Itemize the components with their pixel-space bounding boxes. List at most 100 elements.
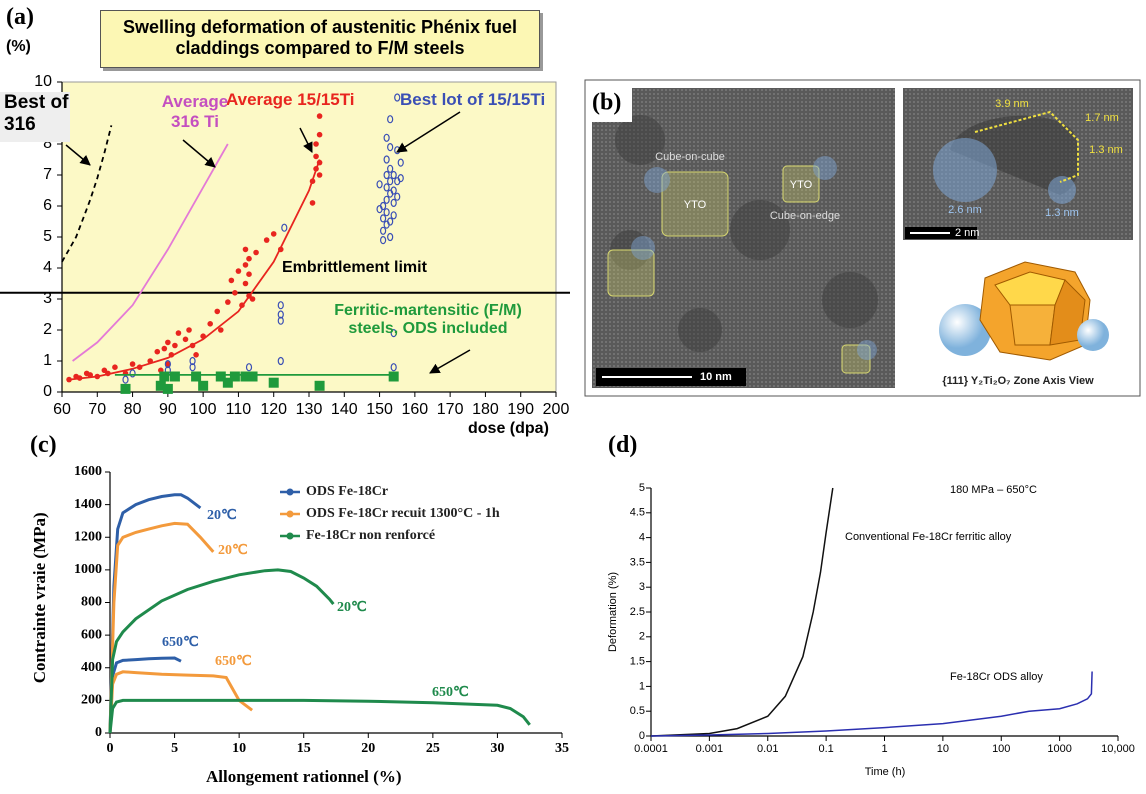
y-tick-label: 4.5 — [630, 507, 645, 519]
series-line — [108, 698, 531, 734]
marker — [87, 372, 94, 378]
marker — [314, 380, 325, 391]
scale-bar-label: 2 nm — [955, 227, 979, 239]
dimension-label: 2.6 nm — [948, 204, 982, 216]
marker — [242, 262, 249, 268]
marker — [383, 195, 390, 204]
marker — [66, 376, 72, 383]
marker — [189, 342, 196, 349]
marker — [169, 371, 180, 382]
y-tick-label: 800 — [81, 595, 102, 610]
series-label: Ferritic-martensitic (F/M) steels, ODS i… — [334, 302, 522, 338]
marker — [214, 308, 221, 315]
dimension-label: 1.3 nm — [1045, 207, 1079, 219]
marker — [390, 363, 397, 372]
marker — [232, 290, 238, 296]
marker — [129, 369, 136, 378]
x-tick-label: 10,000 — [1101, 743, 1135, 755]
marker — [383, 133, 390, 142]
y-tick-label: 10 — [34, 73, 52, 90]
y-tick-label: 1600 — [74, 464, 102, 479]
reference-label: Embrittlement limit — [282, 259, 427, 276]
marker — [239, 302, 245, 309]
marker — [155, 380, 166, 391]
marker — [191, 371, 202, 382]
x-tick-label: 160 — [402, 401, 429, 418]
y-tick-label: 0.5 — [630, 705, 645, 717]
chart-title: 180 MPa – 650°C — [950, 484, 1037, 496]
arrows — [65, 111, 471, 374]
y-tick-label: 2.5 — [630, 606, 645, 618]
x-tick-label: 110 — [226, 401, 252, 418]
y-tick-label: 0 — [43, 383, 52, 400]
curve-label: 20℃ — [207, 508, 237, 523]
marker — [281, 223, 288, 232]
x-tick-label: 90 — [159, 401, 177, 418]
y-tick-label: 0 — [95, 725, 102, 740]
marker — [222, 377, 233, 388]
x-tick-label: 100 — [190, 401, 217, 418]
marker — [394, 192, 401, 201]
marker — [189, 363, 196, 372]
marker — [249, 296, 256, 302]
marker — [164, 360, 171, 369]
marker — [242, 246, 249, 253]
y-tick-label: 600 — [81, 627, 102, 642]
marker — [105, 370, 111, 377]
y-tick-label: 1 — [639, 680, 645, 692]
y-tick-label: 1000 — [74, 562, 102, 577]
panel-label: (c) — [30, 432, 57, 458]
y-tick-label: 3.5 — [630, 556, 645, 568]
x-tick-label: 130 — [296, 401, 323, 418]
x-tick-label: 120 — [260, 401, 287, 418]
y-tick-label: 3 — [639, 581, 645, 593]
marker — [268, 377, 279, 388]
y-axis-label: (%) — [6, 38, 31, 55]
y-axis-label: Contrainte vraie (MPa) — [30, 512, 50, 684]
x-tick-label: 0.001 — [696, 743, 724, 755]
image-label: YTO — [790, 179, 813, 191]
x-tick-label: 0 — [107, 741, 114, 756]
x-tick-label: 200 — [543, 401, 570, 418]
marker — [388, 371, 399, 382]
marker — [136, 364, 143, 371]
y-tick-label: 7 — [43, 166, 52, 183]
image-label: Cube-on-cube — [655, 151, 725, 163]
marker — [245, 363, 253, 372]
marker — [277, 310, 284, 319]
marker — [154, 348, 161, 355]
x-tick-label: 100 — [992, 743, 1010, 755]
marker — [309, 200, 316, 206]
marker — [175, 330, 182, 336]
marker — [168, 352, 175, 358]
marker — [390, 198, 397, 207]
panel-label: (a) — [6, 4, 34, 30]
marker — [122, 375, 129, 384]
x-tick-label: 10 — [232, 741, 246, 756]
y-tick-label: 4 — [43, 259, 52, 276]
legend-label: ODS Fe-18Cr recuit 1300°C - 1h — [306, 506, 500, 521]
y-tick-label: 400 — [81, 660, 102, 675]
y-tick-label: 1.5 — [630, 656, 645, 668]
marker — [246, 255, 252, 262]
marker — [380, 214, 387, 223]
curve-label: 650℃ — [432, 685, 469, 700]
marker — [186, 327, 192, 333]
legend-label: ODS Fe-18Cr — [306, 484, 388, 499]
marker — [277, 301, 284, 310]
marker — [225, 299, 231, 305]
x-tick-label: 0.1 — [818, 743, 833, 755]
y-tick-label: 200 — [81, 693, 102, 708]
marker — [313, 153, 319, 160]
x-tick-label: 80 — [124, 401, 142, 418]
x-tick-label: 10 — [937, 743, 949, 755]
curve-label: 20℃ — [218, 543, 248, 558]
marker — [394, 93, 401, 102]
curve-label: 650℃ — [215, 654, 252, 669]
y-tick-label: 1400 — [74, 497, 102, 512]
marker — [316, 113, 323, 119]
marker — [380, 226, 387, 235]
panel-label: (d) — [608, 432, 638, 458]
marker — [383, 155, 390, 164]
marker — [316, 172, 323, 178]
